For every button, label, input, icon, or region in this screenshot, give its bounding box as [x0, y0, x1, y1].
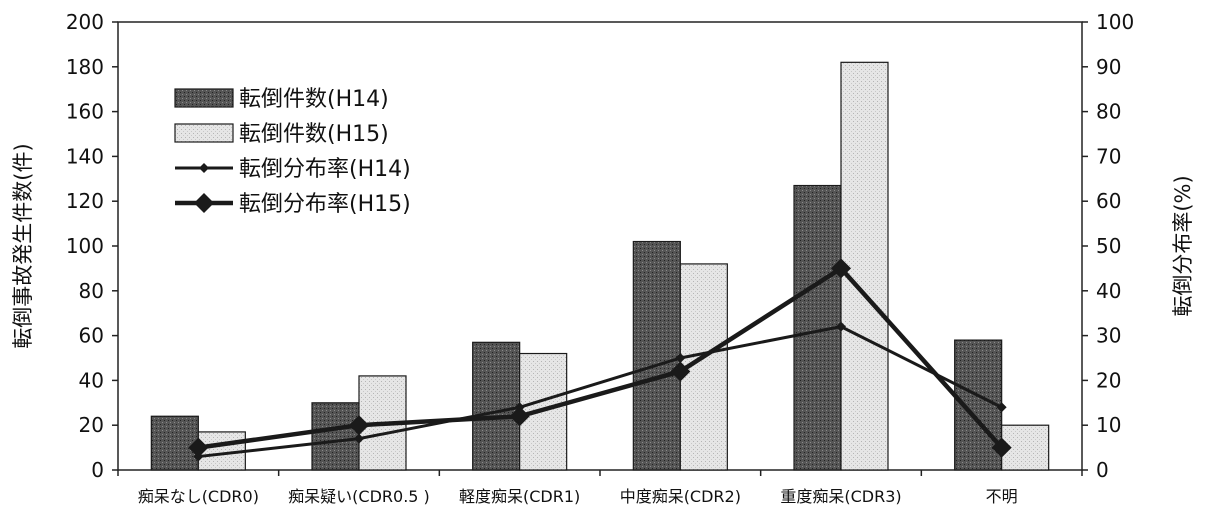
y-right-label-0: 0	[1096, 458, 1109, 482]
bar-h14-3	[632, 240, 681, 471]
legend-label-1: 転倒件数(H15)	[239, 122, 389, 147]
marker-h14-3	[675, 353, 686, 363]
marker-h15-2	[509, 406, 530, 427]
legend-label-2: 転倒分布率(H14)	[239, 157, 411, 182]
x-category-label-4: 重度痴呆(CDR3)	[780, 487, 901, 506]
marker-h15-5	[991, 437, 1012, 458]
y-left-label-2: 40	[79, 368, 104, 392]
y-right-label-8: 80	[1096, 100, 1121, 124]
line-h14	[198, 325, 1003, 459]
y-left-label-4: 80	[79, 279, 104, 303]
y-right-label-10: 100	[1096, 10, 1134, 34]
y-left-label-3: 60	[79, 324, 104, 348]
y-left-label-9: 180	[66, 55, 104, 79]
y-left-label-5: 100	[66, 234, 104, 258]
y-axis-right-title: 転倒分布率(%)	[1171, 175, 1195, 316]
bar-h14-1	[311, 402, 360, 471]
marker-h14-4	[836, 321, 846, 332]
x-category-label-0: 痴呆なし(CDR0)	[138, 487, 259, 506]
y-right-label-1: 10	[1096, 413, 1121, 437]
y-left-label-7: 140	[66, 144, 104, 168]
legend-swatch-0	[174, 88, 234, 108]
y-right-label-3: 30	[1096, 324, 1121, 348]
y-right-label-7: 70	[1096, 144, 1121, 168]
y-left-label-1: 20	[79, 413, 104, 437]
marker-h15-4	[831, 258, 851, 279]
y-left-label-10: 200	[66, 10, 104, 34]
legend-marker-2	[199, 163, 209, 173]
marker-h14-1	[354, 433, 364, 444]
y-axis-left-title: 転倒事故発生件数(件)	[11, 143, 35, 348]
legend: 転倒件数(H14) 転倒件数(H15) 転倒分布率(H14) 転倒分布率(H15)	[174, 87, 411, 217]
marker-h15-0	[188, 437, 209, 458]
x-category-label-5: 不明	[986, 487, 1018, 506]
legend-marker-3	[194, 193, 214, 213]
y-right-label-4: 40	[1096, 279, 1121, 303]
legend-label-0: 転倒件数(H14)	[239, 87, 389, 112]
x-category-label-3: 中度痴呆(CDR2)	[620, 487, 741, 506]
y-left-label-6: 120	[66, 189, 104, 213]
marker-h15-1	[349, 415, 369, 436]
marker-h15-3	[670, 361, 691, 382]
y-right-label-9: 90	[1096, 55, 1121, 79]
y-left-label-8: 160	[66, 100, 104, 124]
legend-label-3: 転倒分布率(H15)	[239, 192, 411, 217]
x-category-label-2: 軽度痴呆(CDR1)	[459, 487, 580, 506]
x-category-label-1: 痴呆疑い(CDR0.5 )	[288, 487, 430, 506]
bar-h14-0	[150, 415, 199, 471]
bar-h14-2	[472, 341, 521, 471]
y-right-label-5: 50	[1096, 234, 1121, 258]
y-left-label-0: 0	[91, 458, 104, 482]
legend-swatch-1	[174, 123, 234, 143]
bar-h15-4	[840, 61, 889, 471]
plot-area	[117, 21, 1083, 471]
y-right-label-6: 60	[1096, 189, 1121, 213]
line-h15	[198, 266, 1004, 450]
y-right-label-2: 20	[1096, 368, 1121, 392]
marker-h14-5	[996, 402, 1007, 413]
axes: 0 20 40 60 80 100 120 140 160 180 200 0 10 20 30 40 50 60…	[66, 10, 1134, 506]
